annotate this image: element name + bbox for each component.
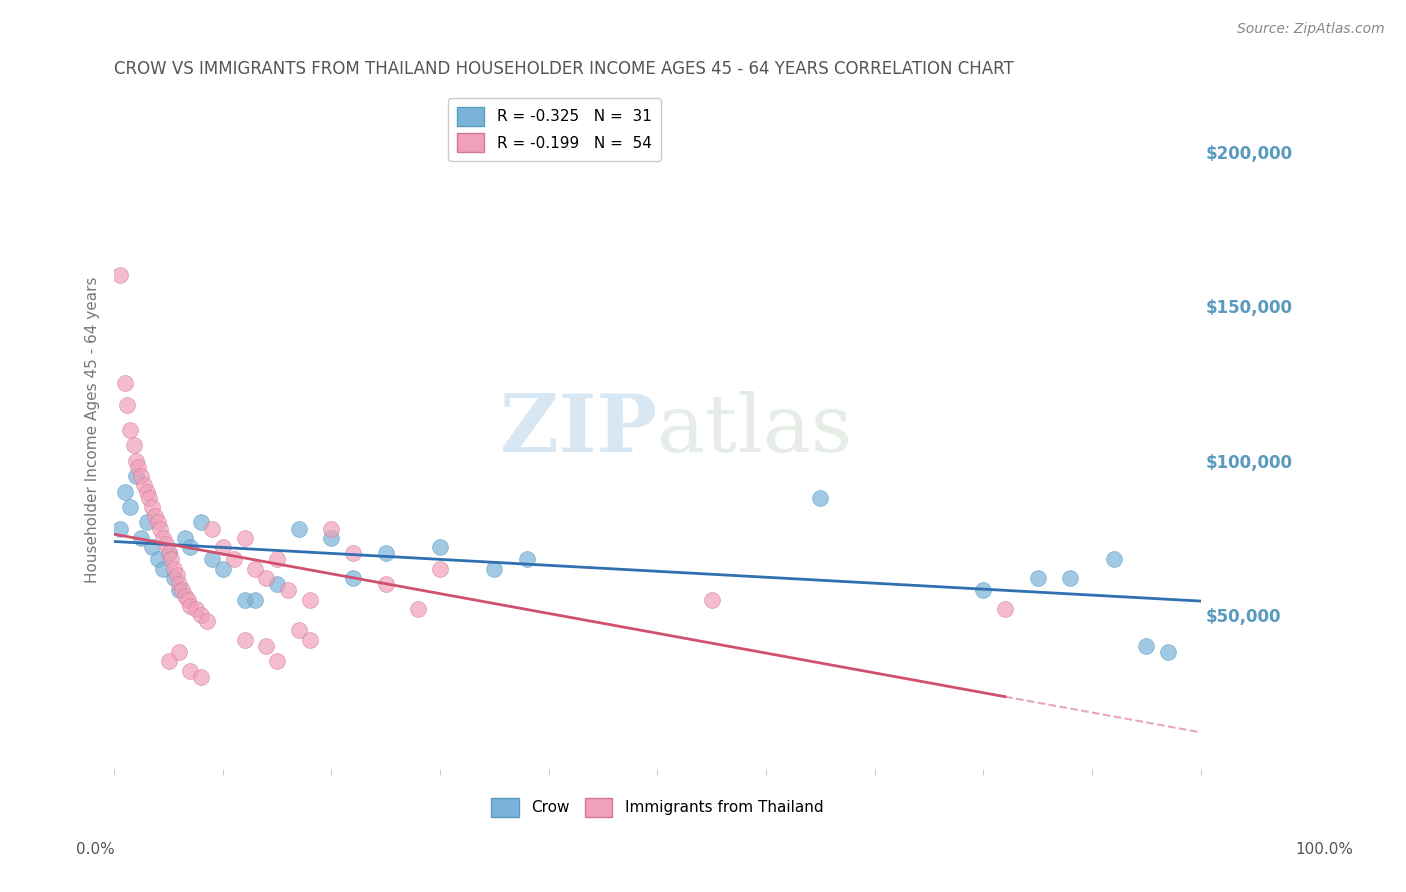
Point — [190, 670, 212, 684]
Point — [1102, 552, 1125, 566]
Point — [321, 531, 343, 545]
Point — [1059, 571, 1081, 585]
Point — [342, 571, 364, 585]
Point — [972, 583, 994, 598]
Point — [135, 516, 157, 530]
Point — [233, 531, 256, 545]
Point — [163, 571, 186, 585]
Point — [342, 546, 364, 560]
Point — [108, 522, 131, 536]
Point — [195, 614, 218, 628]
Text: 0.0%: 0.0% — [76, 842, 115, 856]
Point — [994, 602, 1017, 616]
Point — [808, 491, 831, 505]
Point — [114, 484, 136, 499]
Point — [131, 469, 153, 483]
Point — [131, 531, 153, 545]
Point — [201, 522, 224, 536]
Point — [163, 562, 186, 576]
Point — [374, 577, 396, 591]
Point — [108, 268, 131, 283]
Point — [152, 562, 174, 576]
Point — [1157, 645, 1180, 659]
Point — [245, 592, 267, 607]
Point — [132, 478, 155, 492]
Point — [120, 423, 142, 437]
Point — [125, 469, 148, 483]
Point — [700, 592, 723, 607]
Point — [1135, 639, 1157, 653]
Point — [211, 540, 233, 554]
Point — [127, 459, 149, 474]
Point — [152, 531, 174, 545]
Point — [254, 639, 277, 653]
Point — [169, 583, 191, 598]
Point — [429, 540, 451, 554]
Point — [374, 546, 396, 560]
Y-axis label: Householder Income Ages 45 - 64 years: Householder Income Ages 45 - 64 years — [86, 277, 100, 583]
Point — [266, 552, 288, 566]
Point — [145, 509, 167, 524]
Point — [169, 645, 191, 659]
Point — [157, 654, 180, 668]
Point — [120, 500, 142, 514]
Point — [170, 583, 193, 598]
Text: atlas: atlas — [658, 391, 852, 469]
Point — [1026, 571, 1049, 585]
Point — [233, 592, 256, 607]
Point — [159, 552, 181, 566]
Point — [190, 607, 212, 622]
Point — [233, 632, 256, 647]
Point — [298, 632, 321, 647]
Point — [125, 453, 148, 467]
Point — [254, 571, 277, 585]
Point — [201, 552, 224, 566]
Point — [122, 438, 145, 452]
Point — [484, 562, 506, 576]
Point — [190, 516, 212, 530]
Point — [222, 552, 245, 566]
Text: 100.0%: 100.0% — [1295, 842, 1354, 856]
Point — [429, 562, 451, 576]
Point — [157, 546, 180, 560]
Point — [277, 583, 299, 598]
Legend: Crow, Immigrants from Thailand: Crow, Immigrants from Thailand — [485, 792, 830, 822]
Point — [321, 522, 343, 536]
Text: CROW VS IMMIGRANTS FROM THAILAND HOUSEHOLDER INCOME AGES 45 - 64 YEARS CORRELATI: CROW VS IMMIGRANTS FROM THAILAND HOUSEHO… — [114, 60, 1014, 78]
Point — [114, 376, 136, 391]
Point — [184, 602, 207, 616]
Point — [288, 624, 311, 638]
Point — [266, 654, 288, 668]
Point — [135, 484, 157, 499]
Point — [141, 540, 163, 554]
Point — [155, 537, 177, 551]
Point — [173, 590, 195, 604]
Point — [169, 577, 191, 591]
Point — [179, 664, 201, 678]
Text: Source: ZipAtlas.com: Source: ZipAtlas.com — [1237, 22, 1385, 37]
Point — [179, 599, 201, 613]
Point — [146, 516, 169, 530]
Point — [115, 398, 138, 412]
Point — [245, 562, 267, 576]
Text: ZIP: ZIP — [501, 391, 658, 469]
Point — [141, 500, 163, 514]
Point — [157, 546, 180, 560]
Point — [266, 577, 288, 591]
Point — [173, 531, 195, 545]
Point — [149, 522, 172, 536]
Point — [177, 592, 200, 607]
Point — [179, 540, 201, 554]
Point — [288, 522, 311, 536]
Point — [211, 562, 233, 576]
Point — [166, 567, 188, 582]
Point — [298, 592, 321, 607]
Point — [408, 602, 430, 616]
Point — [138, 491, 160, 505]
Point — [516, 552, 538, 566]
Point — [146, 552, 169, 566]
